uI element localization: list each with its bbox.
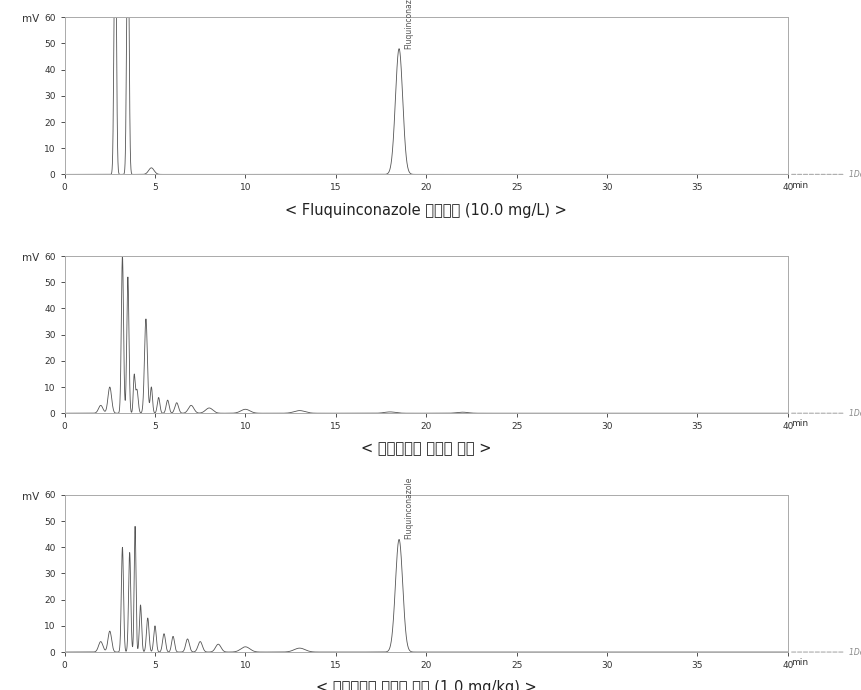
Text: Fluquinconazole: Fluquinconazole (405, 477, 413, 540)
Text: 1Det.A Ch1: 1Det.A Ch1 (849, 170, 861, 179)
Text: min: min (791, 181, 808, 190)
Text: min: min (791, 420, 808, 428)
Y-axis label: mV: mV (22, 253, 40, 263)
Text: < Fluquinconazole 표준용액 (10.0 mg/L) >: < Fluquinconazole 표준용액 (10.0 mg/L) > (285, 203, 567, 217)
Text: < 엇갈이배추 무처리 시료 >: < 엇갈이배추 무처리 시료 > (361, 442, 492, 457)
Y-axis label: mV: mV (22, 14, 40, 24)
Text: min: min (791, 658, 808, 667)
Text: 1Det.A Ch1: 1Det.A Ch1 (849, 647, 861, 657)
Text: Fluquinconazole: Fluquinconazole (405, 0, 413, 49)
Y-axis label: mV: mV (22, 492, 40, 502)
Text: < 엇갈이배추 회수율 시험 (1.0 mg/kg) >: < 엇갈이배추 회수율 시험 (1.0 mg/kg) > (316, 680, 536, 690)
Text: 1Det.A Ch1: 1Det.A Ch1 (849, 408, 861, 417)
